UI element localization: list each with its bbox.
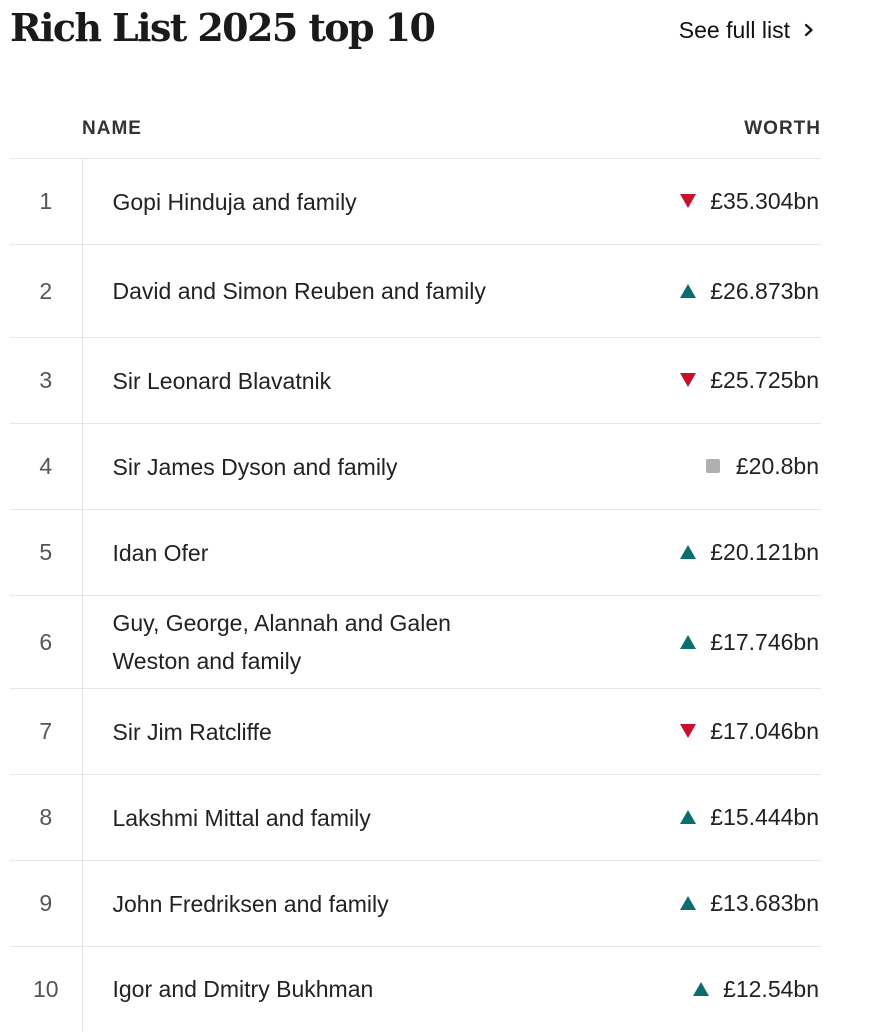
worth-value: £15.444bn	[710, 804, 819, 830]
column-header-worth: WORTH	[502, 100, 821, 159]
rank-cell: 3	[10, 337, 83, 424]
name-cell: Guy, George, Alannah and Galen Weston an…	[82, 595, 502, 689]
triangle-up-icon	[680, 634, 697, 649]
rank-cell: 6	[10, 595, 83, 689]
triangle-up-icon	[680, 545, 697, 559]
column-header-rank	[10, 100, 82, 159]
rank-cell: 4	[10, 423, 83, 510]
see-full-list-label: See full list	[678, 16, 790, 43]
table-row: 9 John Fredriksen and family £13.683bn	[10, 860, 821, 947]
name-cell: John Fredriksen and family	[82, 860, 502, 947]
worth-cell: £12.54bn	[502, 947, 821, 1032]
page-title: Rich List 2025 top 10	[10, 5, 436, 50]
triangle-up-icon	[680, 283, 697, 298]
name-cell: Igor and Dmitry Bukhman	[112, 976, 374, 1002]
name-cell: Lakshmi Mittal and family	[82, 774, 502, 861]
name-cell: David and Simon Reuben and family	[82, 244, 502, 338]
worth-value: £20.121bn	[710, 539, 819, 565]
triangle-down-icon	[680, 373, 697, 387]
table-row: 6 Guy, George, Alannah and Galen Weston …	[10, 595, 821, 689]
rank-cell: 9	[10, 860, 83, 947]
table-row: 5 Idan Ofer £20.121bn	[10, 509, 821, 596]
table-row: 7 Sir Jim Ratcliffe £17.046bn	[10, 688, 821, 775]
chevron-right-icon	[804, 23, 813, 37]
table-header-row: NAME WORTH	[10, 100, 821, 159]
rank-cell: 7	[10, 688, 83, 775]
rank-cell: 1	[10, 158, 83, 245]
triangle-up-icon	[693, 981, 710, 996]
table-row: 10 Igor and Dmitry Bukhman £12.54bn	[10, 946, 821, 1032]
worth-value: £17.046bn	[710, 718, 819, 744]
triangle-down-icon	[680, 194, 697, 208]
worth-value: £26.873bn	[710, 277, 819, 304]
worth-value: £13.683bn	[710, 890, 819, 916]
triangle-up-icon	[680, 810, 697, 824]
name-cell: Gopi Hinduja and family	[82, 158, 502, 245]
table-row: 3 Sir Leonard Blavatnik £25.725bn	[10, 337, 821, 424]
worth-value: £12.54bn	[723, 975, 819, 1002]
rich-list-table: NAME WORTH 1 Gopi Hinduja and family £35…	[10, 100, 821, 1031]
rank-cell: 10	[10, 946, 83, 1031]
rank-cell: 2	[10, 244, 83, 338]
worth-cell: £17.046bn	[502, 688, 821, 775]
worth-cell: £26.873bn	[502, 244, 821, 338]
table-row: 1 Gopi Hinduja and family £35.304bn	[10, 158, 821, 245]
square-icon	[705, 459, 720, 473]
worth-cell: £35.304bn	[502, 158, 821, 245]
see-full-list-link[interactable]: See full list	[679, 12, 820, 48]
table-header: NAME WORTH	[10, 100, 821, 159]
worth-value: £17.746bn	[710, 628, 819, 655]
worth-value: £25.725bn	[710, 367, 819, 393]
page-header: Rich List 2025 top 10 See full list	[10, 0, 820, 60]
worth-cell: £20.121bn	[502, 509, 821, 596]
worth-cell: £15.444bn	[502, 774, 821, 861]
rank-cell: 5	[10, 509, 83, 596]
name-cell: Idan Ofer	[82, 509, 502, 596]
name-cell: Sir Leonard Blavatnik	[82, 337, 502, 424]
rank-cell: 8	[10, 774, 83, 861]
worth-cell: £20.8bn	[502, 423, 821, 510]
worth-cell: £25.725bn	[502, 337, 821, 424]
table-row: 8 Lakshmi Mittal and family £15.444bn	[10, 774, 821, 861]
table-row: 2 David and Simon Reuben and family £26.…	[10, 244, 821, 338]
worth-cell: £17.746bn	[502, 595, 821, 689]
table-row: 4 Sir James Dyson and family £20.8bn	[10, 423, 821, 510]
worth-cell: £13.683bn	[502, 860, 821, 947]
worth-value: £20.8bn	[735, 453, 819, 479]
table-body: 1 Gopi Hinduja and family £35.304bn 2 Da…	[10, 158, 821, 1032]
triangle-down-icon	[680, 724, 697, 738]
name-cell: Sir Jim Ratcliffe	[82, 688, 502, 775]
name-cell: Sir James Dyson and family	[82, 423, 502, 510]
triangle-up-icon	[680, 896, 697, 910]
worth-value: £35.304bn	[710, 188, 819, 214]
column-header-name: NAME	[82, 100, 502, 159]
